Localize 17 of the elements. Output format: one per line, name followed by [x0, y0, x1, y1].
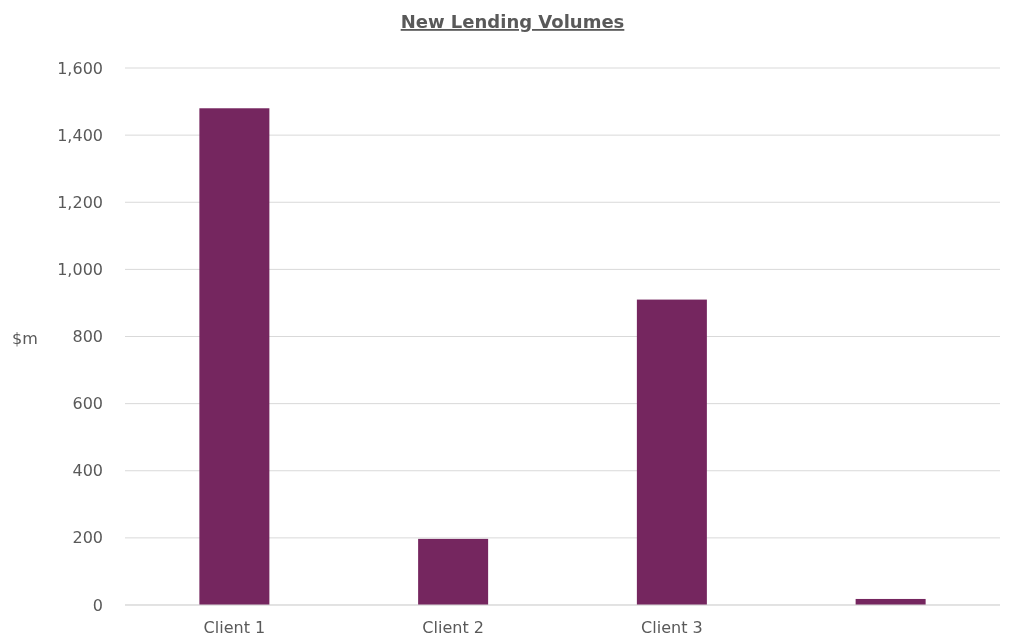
bar	[636, 299, 707, 605]
x-tick-label: Client 1	[203, 618, 266, 637]
y-tick-label: 1,000	[57, 259, 103, 279]
y-tick-label: 200	[72, 528, 103, 548]
y-tick-label: 800	[72, 327, 103, 347]
x-tick-label: Client 3	[641, 618, 703, 637]
bar	[199, 108, 270, 605]
y-tick-label: 600	[72, 394, 103, 414]
y-axis-title: $m	[12, 329, 38, 348]
y-tick-label: 1,200	[57, 192, 103, 212]
chart-title: New Lending Volumes	[400, 11, 625, 32]
y-tick-label: 0	[92, 595, 103, 615]
y-tick-label: 400	[72, 461, 103, 481]
bar	[418, 538, 489, 605]
x-tick-label: Client 2	[422, 618, 484, 637]
y-tick-label: 1,600	[57, 58, 103, 78]
y-tick-label: 1,400	[57, 125, 103, 145]
